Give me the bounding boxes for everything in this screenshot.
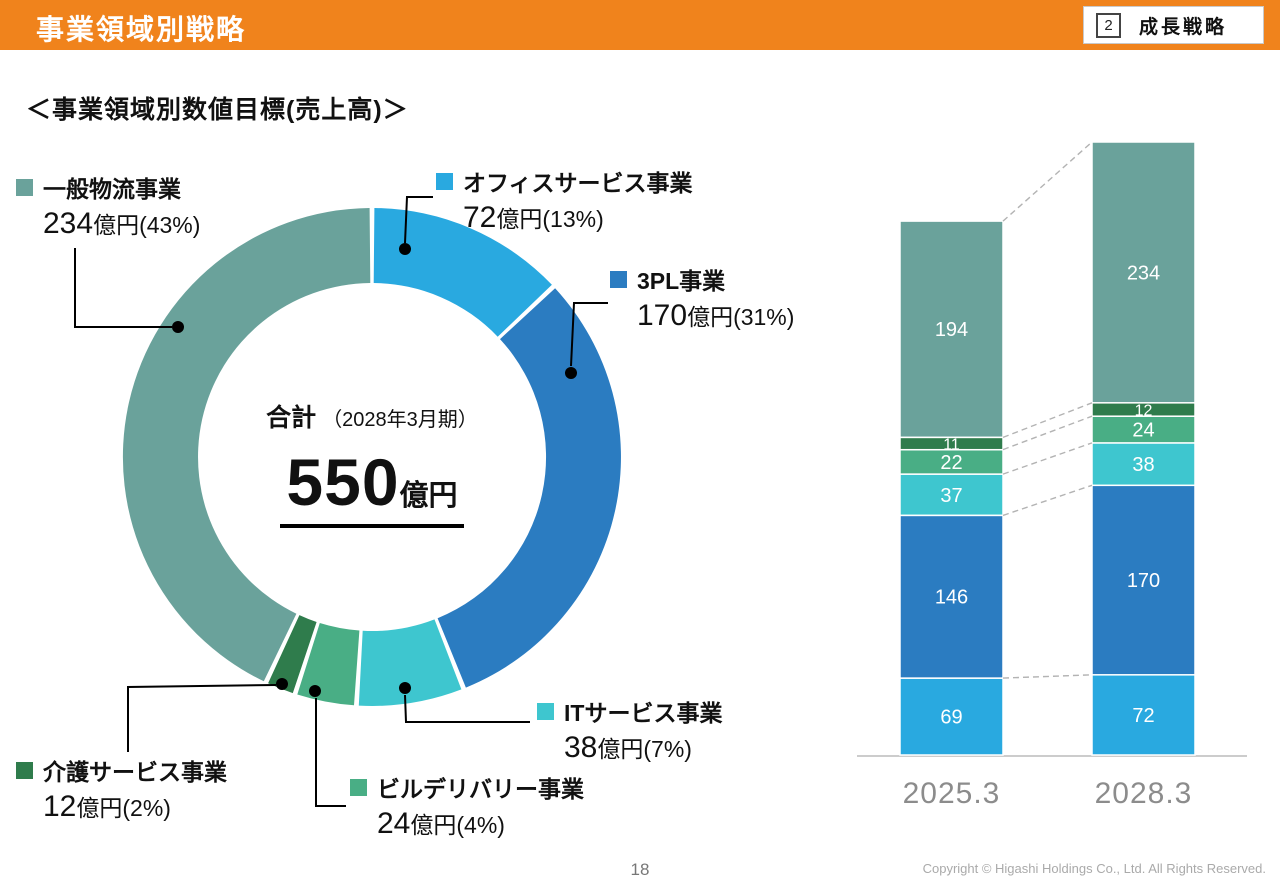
bar-segment-pl3 [899, 514, 1004, 679]
legend-swatch-3pl [610, 270, 627, 288]
section-number: 2 [1095, 12, 1121, 38]
segment-unit-pct: 億円(31%) [687, 304, 795, 330]
callout-dot [309, 685, 321, 697]
legend-swatch-it [537, 702, 554, 720]
callout-dot [399, 243, 411, 255]
bar-segment-office [1091, 674, 1196, 756]
donut-label-3pl: 3PL事業 170億円(31%) [610, 262, 794, 333]
bar-segment-building [1091, 415, 1196, 444]
callout-dot [172, 321, 184, 333]
copyright-text: Copyright © Higashi Holdings Co., Ltd. A… [922, 861, 1266, 876]
callout-line [570, 302, 608, 367]
donut-segment-pl3 [437, 288, 621, 688]
donut-label-building: ビルデリバリー事業 24億円(4%) [350, 770, 584, 841]
legend-swatch-general [16, 178, 33, 196]
callout-line [404, 196, 433, 244]
total-unit: 億円 [399, 480, 458, 512]
bar-value-label: 24 [1132, 420, 1154, 442]
donut-label-it: ITサービス事業 38億円(7%) [537, 694, 722, 765]
callout-line [315, 698, 346, 807]
bar-value-label: 37 [940, 485, 962, 507]
callout-line [404, 694, 530, 723]
total-label: 合計 [266, 404, 317, 432]
segment-value: 72 [463, 201, 497, 234]
donut-center-total: 合計 （2028年3月期） 550億円 [222, 398, 522, 528]
legend-swatch-office [436, 172, 453, 190]
segment-connector-line [1002, 141, 1093, 222]
segment-connector-line [1002, 415, 1093, 451]
section-badge: 2 成長戦略 [1082, 6, 1264, 44]
donut-label-office: オフィスサービス事業 72億円(13%) [436, 164, 693, 235]
segment-name: オフィスサービス事業 [463, 170, 693, 196]
page-title: 事業領域別戦略 [36, 14, 247, 45]
callout-dot [399, 682, 411, 694]
segment-value: 38 [564, 731, 598, 764]
slide-subtitle: ＜事業領域別数値目標(売上高)＞ [26, 96, 409, 124]
segment-connector-line [1002, 484, 1093, 517]
donut-label-care: 介護サービス事業 12億円(2%) [16, 753, 227, 824]
segment-connector-line [1002, 402, 1093, 439]
bar-value-label: 69 [940, 707, 962, 729]
segment-name: 3PL事業 [637, 268, 726, 294]
donut-segment-general [122, 208, 371, 682]
page-number: 18 [630, 860, 650, 879]
bar-value-label: 194 [935, 319, 968, 341]
segment-name: ITサービス事業 [564, 700, 723, 726]
segment-connector-line [1002, 674, 1093, 679]
total-value: 550 [286, 445, 400, 519]
bar-segment-building [899, 448, 1004, 475]
segment-value: 24 [377, 807, 411, 840]
segment-unit-pct: 億円(4%) [410, 812, 505, 838]
segment-connector-line [1002, 442, 1093, 475]
segment-value: 234 [43, 207, 94, 240]
donut-segment-it [358, 619, 462, 706]
donut-segment-office [373, 208, 552, 337]
donut-segment-care [268, 615, 317, 694]
segment-unit-pct: 億円(43%) [93, 212, 201, 238]
bar-segment-general [1091, 141, 1196, 404]
segment-unit-pct: 億円(13%) [496, 206, 604, 232]
bar-value-label: 72 [1132, 705, 1154, 727]
donut-callouts [74, 196, 608, 807]
callout-dot [565, 367, 577, 379]
fiscal-period: （2028年3月期） [322, 409, 478, 431]
segment-name: ビルデリバリー事業 [377, 776, 584, 802]
callout-dot [276, 678, 288, 690]
bar-segment-general [899, 220, 1004, 439]
bar-value-label: 11 [943, 437, 960, 454]
bar-value-label: 170 [1127, 570, 1160, 592]
callout-line [127, 684, 277, 752]
bar-value-label: 22 [940, 452, 962, 474]
bar-category-label: 2025.3 [903, 777, 1001, 810]
bar-value-label: 38 [1132, 454, 1154, 476]
segment-name: 介護サービス事業 [43, 759, 227, 785]
bar-segment-it [899, 473, 1004, 517]
segment-name: 一般物流事業 [43, 176, 181, 202]
segment-unit-pct: 億円(2%) [76, 795, 171, 821]
bar-value-label: 234 [1127, 262, 1160, 284]
segment-value: 12 [43, 790, 77, 823]
donut-segment-building [297, 623, 360, 706]
bar-segment-office [899, 677, 1004, 756]
donut-chart [122, 208, 621, 706]
donut-label-general: 一般物流事業 234億円(43%) [16, 170, 200, 241]
bar-value-label: 12 [1135, 403, 1153, 420]
callout-line [74, 248, 172, 328]
legend-swatch-building [350, 778, 367, 796]
header-bar: 事業領域別戦略 [0, 0, 1280, 50]
segment-unit-pct: 億円(7%) [597, 736, 692, 762]
total-value-underlined: 550億円 [280, 444, 464, 528]
legend-swatch-care [16, 761, 33, 779]
segment-value: 170 [637, 299, 688, 332]
bar-value-label: 146 [935, 587, 968, 609]
bar-category-label: 2028.3 [1095, 777, 1193, 810]
section-label: 成長戦略 [1138, 16, 1227, 38]
